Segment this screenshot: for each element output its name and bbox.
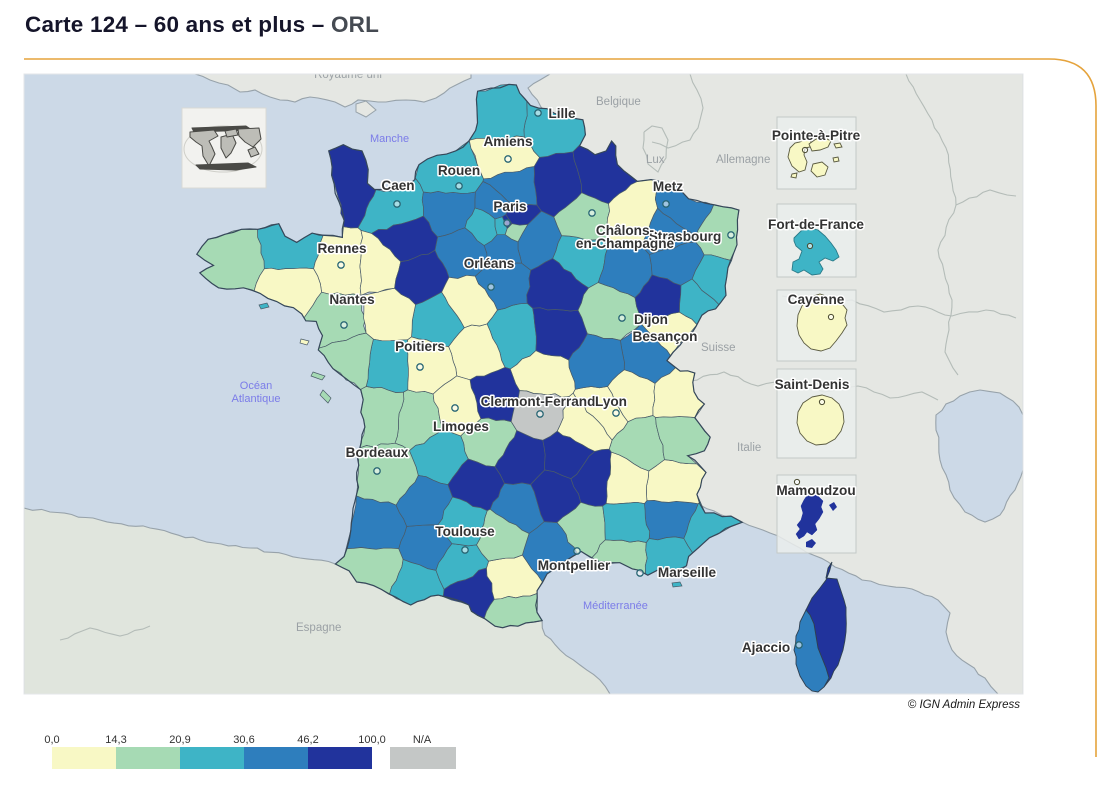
svg-text:Marseille: Marseille: [658, 565, 717, 580]
svg-text:30,6: 30,6: [233, 734, 254, 746]
svg-text:Suisse: Suisse: [701, 342, 736, 354]
svg-text:20,9: 20,9: [169, 734, 190, 746]
svg-text:Ajaccio: Ajaccio: [742, 640, 790, 655]
svg-text:0,0: 0,0: [44, 734, 59, 746]
svg-text:Belgique: Belgique: [596, 96, 641, 108]
svg-text:Atlantique: Atlantique: [232, 393, 281, 405]
svg-text:Limoges: Limoges: [433, 419, 489, 434]
svg-text:Dijon: Dijon: [634, 312, 668, 327]
svg-text:46,2: 46,2: [297, 734, 318, 746]
svg-text:100,0: 100,0: [358, 734, 386, 746]
svg-text:Toulouse: Toulouse: [435, 524, 495, 539]
svg-text:Pointe-à-Pitre: Pointe-à-Pitre: [772, 128, 861, 143]
svg-text:Orléans: Orléans: [464, 256, 515, 271]
svg-text:Espagne: Espagne: [296, 622, 341, 634]
svg-text:Carte 124 – 60 ans et plus – O: Carte 124 – 60 ans et plus – ORL: [25, 12, 379, 37]
svg-text:Mamoudzou: Mamoudzou: [776, 483, 855, 498]
svg-text:Amiens: Amiens: [483, 134, 532, 149]
svg-text:Cayenne: Cayenne: [788, 292, 845, 307]
svg-text:Méditerranée: Méditerranée: [583, 600, 648, 612]
svg-text:Saint-Denis: Saint-Denis: [775, 377, 850, 392]
svg-text:Montpellier: Montpellier: [538, 558, 611, 573]
svg-text:Rennes: Rennes: [317, 241, 366, 256]
svg-text:Italie: Italie: [737, 442, 761, 454]
svg-text:Allemagne: Allemagne: [716, 154, 770, 166]
svg-text:Lyon: Lyon: [595, 394, 627, 409]
svg-text:Clermont-Ferrand: Clermont-Ferrand: [481, 394, 596, 409]
svg-text:en-Champagne: en-Champagne: [576, 236, 675, 251]
svg-text:Nantes: Nantes: [329, 292, 374, 307]
svg-text:Océan: Océan: [240, 380, 272, 392]
svg-text:Rouen: Rouen: [438, 163, 480, 178]
svg-text:Poitiers: Poitiers: [395, 339, 445, 354]
svg-text:Lux: Lux: [646, 154, 665, 166]
svg-text:Lille: Lille: [548, 106, 576, 121]
svg-text:Besançon: Besançon: [633, 329, 698, 344]
svg-text:Paris: Paris: [493, 199, 526, 214]
svg-text:Metz: Metz: [653, 179, 683, 194]
svg-text:Fort-de-France: Fort-de-France: [768, 217, 864, 232]
svg-text:Manche: Manche: [370, 133, 409, 145]
svg-text:Royaume uni: Royaume uni: [314, 69, 382, 81]
svg-text:N/A: N/A: [413, 734, 432, 746]
svg-text:14,3: 14,3: [105, 734, 126, 746]
svg-text:Bordeaux: Bordeaux: [346, 445, 409, 460]
svg-text:Châlons-: Châlons-: [596, 223, 654, 238]
svg-text:Caen: Caen: [381, 178, 414, 193]
svg-text:© IGN Admin Express: © IGN Admin Express: [908, 699, 1020, 711]
svg-text:Strasbourg: Strasbourg: [649, 229, 722, 244]
